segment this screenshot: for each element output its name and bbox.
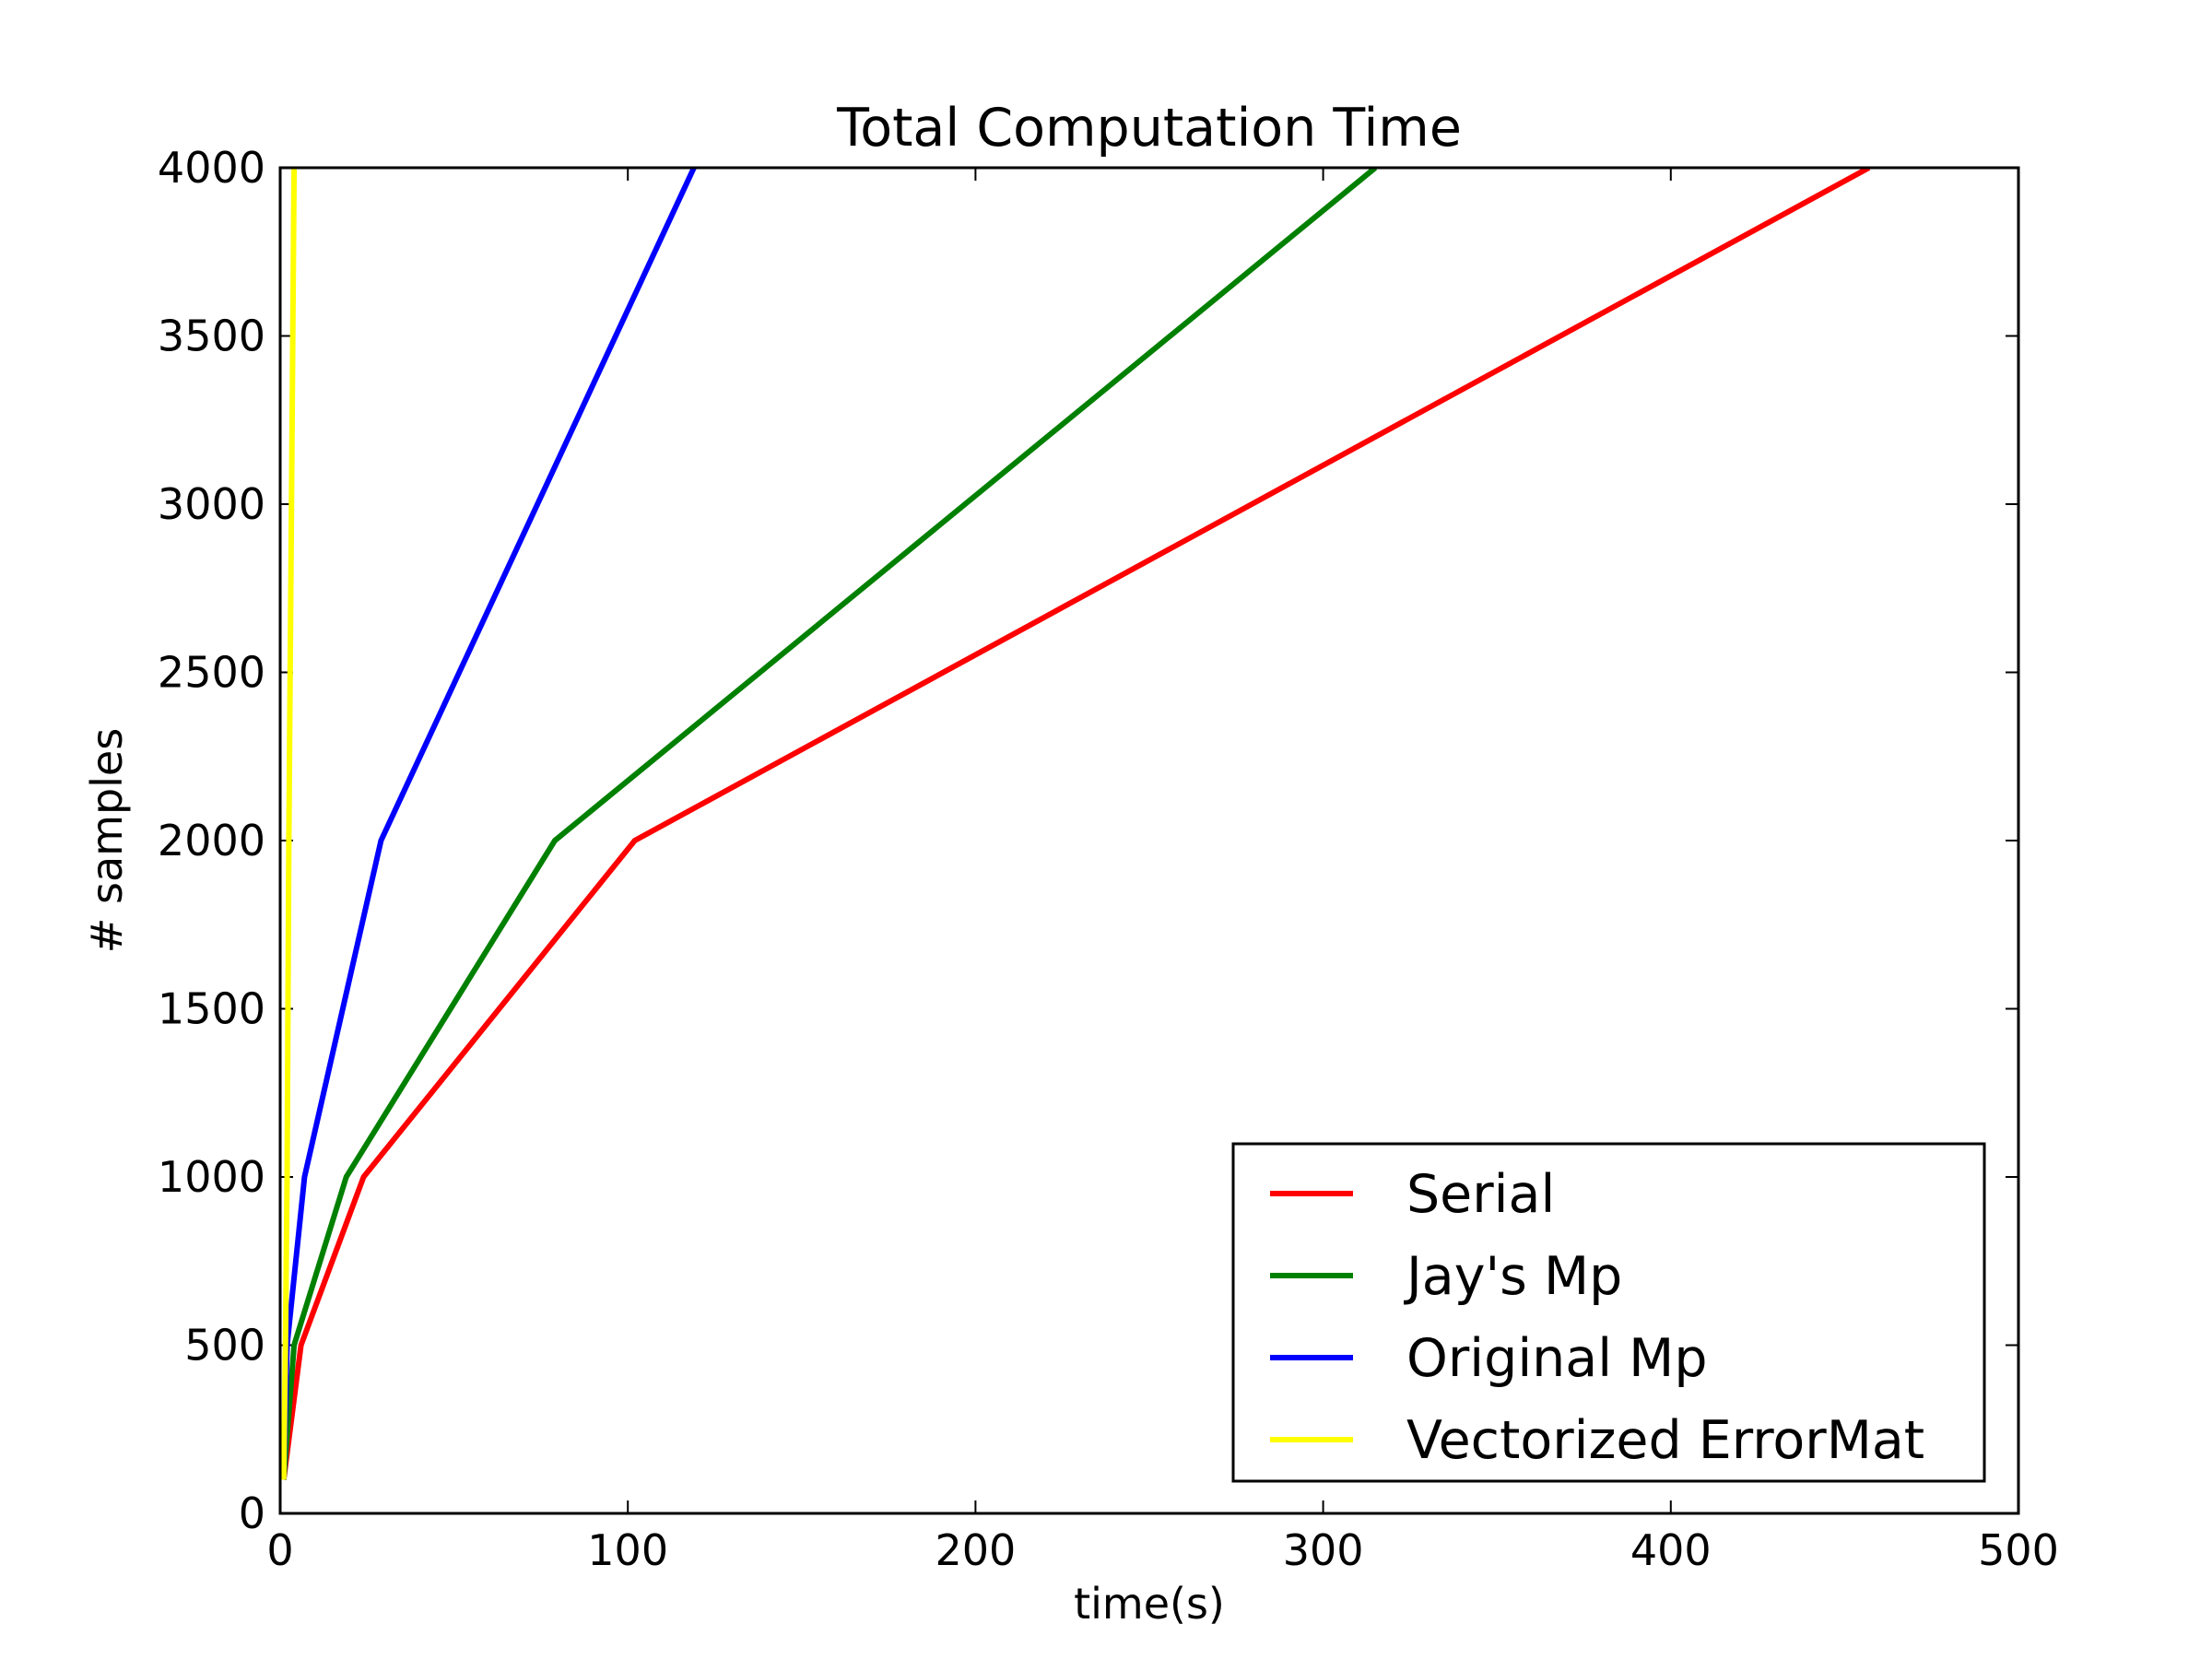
y-tick-label: 2500: [158, 648, 265, 698]
series-line-2: [280, 168, 1378, 1480]
y-tick-label: 3000: [158, 479, 265, 529]
legend-label: Vectorized ErrorMat: [1406, 1410, 1924, 1471]
x-tick-label: 300: [1283, 1525, 1364, 1575]
series-line-4: [280, 168, 298, 1480]
legend-label: Serial: [1406, 1164, 1555, 1225]
plot-area: [280, 168, 1871, 1480]
series-line-3: [280, 168, 697, 1480]
legend-label: Original Mp: [1406, 1328, 1708, 1389]
legend-label: Jay's Mp: [1404, 1246, 1622, 1307]
legend-box: [1231, 1142, 1986, 1483]
series-line-1: [280, 168, 1871, 1480]
y-tick-label: 4000: [158, 143, 265, 193]
chart-title: Total Computation Time: [836, 98, 1462, 159]
legend: Serial Jay's Mp Original Mp Vectorized Erro…: [1231, 1142, 1986, 1483]
x-axis-label: time(s): [1074, 1579, 1225, 1629]
y-tick-label: 1500: [158, 984, 265, 1034]
plot-frame: [278, 166, 2020, 1515]
y-tick-label: 2000: [158, 816, 265, 865]
y-tick-label: 1000: [158, 1152, 265, 1202]
x-tick-label: 0: [266, 1525, 293, 1575]
y-tick-label: 500: [184, 1321, 265, 1371]
x-tick-label: 500: [1978, 1525, 2059, 1575]
y-tick-label: 0: [239, 1488, 265, 1538]
x-tick-label: 200: [935, 1525, 1016, 1575]
x-axis: 0 100 200 300 400 500: [266, 168, 2059, 1575]
x-tick-label: 100: [587, 1525, 668, 1575]
y-axis-label: # samples: [82, 728, 132, 953]
x-tick-label: 400: [1630, 1525, 1712, 1575]
y-tick-label: 3500: [158, 312, 265, 361]
y-axis: 0 500 1000 1500 2000 2500 3000 3500 4000: [158, 143, 2018, 1538]
